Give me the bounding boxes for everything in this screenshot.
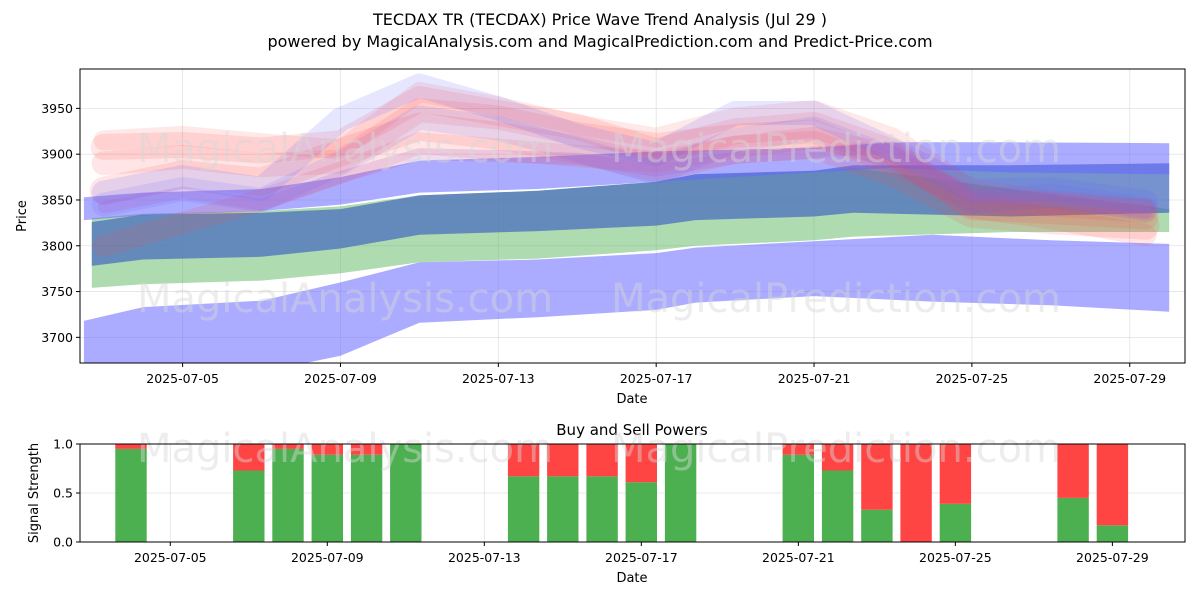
sell-bar xyxy=(272,444,304,449)
buy-bar xyxy=(1096,525,1129,542)
signal-y-tick-label: 0.0 xyxy=(53,535,73,550)
sell-bar xyxy=(821,444,854,471)
price-x-tick-label: 2025-07-17 xyxy=(620,371,693,386)
price-x-tick-label: 2025-07-09 xyxy=(304,371,377,386)
price-x-tick-label: 2025-07-29 xyxy=(1093,371,1166,386)
wave-line-6 xyxy=(91,105,1158,222)
price-x-ticks: 2025-07-05 2025-07-09 2025-07-13 2025-07-17… xyxy=(146,363,1166,386)
signal-x-tick-label: 2025-07-09 xyxy=(291,550,364,565)
signal-x-tick-label: 2025-07-29 xyxy=(1076,550,1149,565)
signal-plot: Buy and Sell Powers MagicalAnalysis.com … xyxy=(27,421,1186,586)
band-blue-wide xyxy=(83,234,1170,363)
signal-y-tick-label: 1.0 xyxy=(53,437,73,452)
wave-line-2 xyxy=(89,112,1160,240)
sell-bar xyxy=(311,444,343,455)
signal-watermarks: MagicalAnalysis.com MagicalPrediction.co… xyxy=(137,426,1061,472)
signal-y-tick-label: 0.5 xyxy=(53,486,73,501)
signal-x-axis-label: Date xyxy=(616,571,647,586)
sell-bar xyxy=(350,444,383,455)
buy-bar xyxy=(115,448,147,542)
price-x-tick-label: 2025-07-05 xyxy=(146,371,219,386)
watermark-text: MagicalPrediction.com xyxy=(611,426,1061,472)
signal-x-tick-label: 2025-07-13 xyxy=(448,550,521,565)
price-x-tick-label: 2025-07-13 xyxy=(462,371,535,386)
buy-bar xyxy=(350,454,383,542)
signal-x-tick-label: 2025-07-17 xyxy=(605,550,678,565)
signal-bars xyxy=(115,444,1129,542)
buy-bar xyxy=(547,476,579,542)
price-y-tick-label: 3700 xyxy=(41,330,73,345)
price-waves xyxy=(89,73,1160,257)
chart-title-line1: TECDAX TR (TECDAX) Price Wave Trend Anal… xyxy=(372,10,827,29)
signal-y-axis-label: Signal Strength xyxy=(27,443,42,543)
band-blue-upper xyxy=(83,142,1170,221)
sell-bar xyxy=(233,444,265,471)
watermark-text: MagicalPrediction.com xyxy=(611,126,1061,172)
price-y-axis-label: Price xyxy=(15,200,30,232)
buy-bar xyxy=(390,444,422,542)
price-y-tick-label: 3850 xyxy=(41,192,73,207)
sell-bar xyxy=(1057,444,1089,498)
sell-bar xyxy=(547,444,579,477)
sell-bar xyxy=(586,444,618,477)
sell-bar xyxy=(115,444,147,449)
sell-bar xyxy=(861,444,893,510)
signal-x-ticks: 2025-07-05 2025-07-09 2025-07-13 2025-07-17… xyxy=(134,542,1149,565)
chart-title-line2: powered by MagicalAnalysis.com and Magic… xyxy=(267,32,932,51)
signal-y-ticks: 0.0 0.5 1.0 xyxy=(53,437,80,550)
signal-plot-title: Buy and Sell Powers xyxy=(556,421,708,439)
wave-line-4 xyxy=(93,81,1156,220)
wave-line-1 xyxy=(91,98,1158,223)
sell-bar xyxy=(939,444,972,504)
price-y-tick-label: 3750 xyxy=(41,284,73,299)
price-x-tick-label: 2025-07-25 xyxy=(936,371,1009,386)
signal-x-tick-label: 2025-07-25 xyxy=(919,550,992,565)
sell-bar xyxy=(625,444,657,483)
sell-bar xyxy=(782,444,814,455)
watermark-text: MagicalPrediction.com xyxy=(611,276,1061,322)
buy-bar xyxy=(311,454,343,542)
price-y-tick-label: 3900 xyxy=(41,147,73,162)
buy-bar xyxy=(821,470,854,542)
signal-x-tick-label: 2025-07-21 xyxy=(762,550,835,565)
signal-x-tick-label: 2025-07-05 xyxy=(134,550,207,565)
price-plot: MagicalAnalysis.com MagicalPrediction.co… xyxy=(15,68,1186,407)
watermark-text: MagicalAnalysis.com xyxy=(137,426,553,472)
watermark-text: MagicalAnalysis.com xyxy=(137,276,553,322)
sell-bar xyxy=(900,444,932,542)
buy-bar xyxy=(939,503,972,542)
watermark-text: MagicalAnalysis.com xyxy=(137,126,553,172)
sell-bar xyxy=(507,444,540,477)
price-watermarks: MagicalAnalysis.com MagicalPrediction.co… xyxy=(137,126,1061,322)
buy-bar xyxy=(664,444,697,542)
buy-bar xyxy=(861,509,893,542)
band-steel-mid xyxy=(91,163,1170,266)
buy-bar xyxy=(233,470,265,542)
price-x-axis-label: Date xyxy=(616,392,647,407)
buy-bar xyxy=(1057,497,1089,542)
wave-line-3 xyxy=(92,126,1157,257)
buy-bar xyxy=(507,476,540,542)
price-x-tick-label: 2025-07-21 xyxy=(778,371,851,386)
price-y-tick-label: 3800 xyxy=(41,238,73,253)
price-bands xyxy=(83,142,1170,363)
sell-bar xyxy=(1096,444,1129,526)
buy-bar xyxy=(586,476,618,542)
wave-line-7 xyxy=(97,140,1152,219)
buy-bar xyxy=(272,448,304,542)
price-y-ticks: 3700 3750 3800 3850 3900 3950 xyxy=(41,101,80,345)
price-y-tick-label: 3950 xyxy=(41,101,73,116)
buy-bar xyxy=(782,454,814,542)
buy-bar xyxy=(625,482,657,542)
wave-line-0 xyxy=(90,86,1159,230)
wave-line-5 xyxy=(91,73,1158,214)
